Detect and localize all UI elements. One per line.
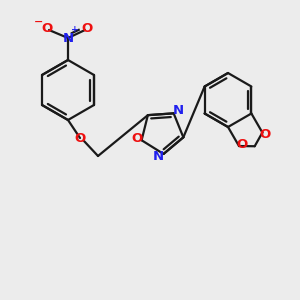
Text: −: −	[34, 17, 44, 27]
Text: +: +	[71, 26, 79, 34]
Text: N: N	[153, 150, 164, 164]
Text: O: O	[41, 22, 52, 35]
Text: O: O	[74, 131, 86, 145]
Text: N: N	[62, 32, 74, 44]
Text: N: N	[173, 104, 184, 117]
Text: O: O	[81, 22, 93, 34]
Text: O: O	[260, 128, 271, 141]
Text: O: O	[131, 132, 142, 145]
Text: O: O	[236, 138, 247, 151]
